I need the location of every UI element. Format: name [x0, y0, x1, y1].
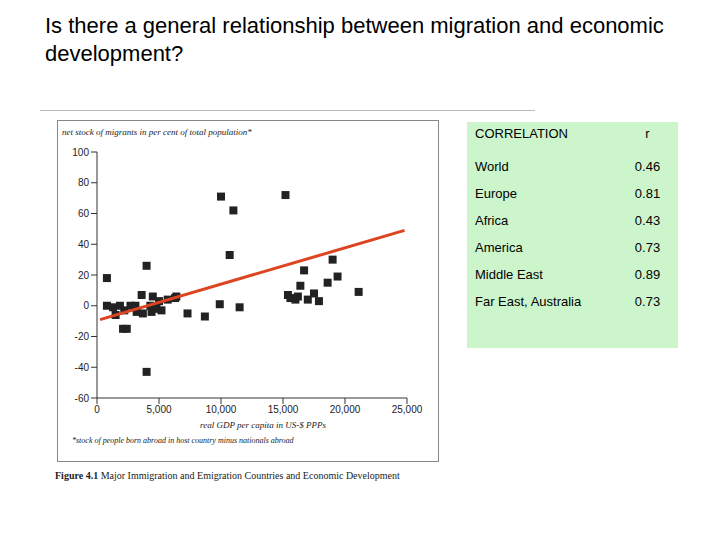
html-text:Europe: Europe — [475, 186, 517, 201]
svg-text:5,000: 5,000 — [146, 404, 171, 415]
svg-text:-40: -40 — [75, 362, 90, 373]
html-text:Middle East: Middle East — [475, 267, 543, 282]
html-text:0.89: 0.89 — [634, 267, 661, 282]
html-text:0.46: 0.46 — [634, 159, 661, 174]
svg-text:0: 0 — [83, 300, 89, 311]
html-text:net stock of migrants in per c: net stock of migrants in per cent of tot… — [62, 127, 252, 137]
svg-text:100: 100 — [72, 147, 89, 158]
html-text:0.43: 0.43 — [634, 213, 661, 228]
html-text:0.81: 0.81 — [634, 186, 661, 201]
svg-text:25,000: 25,000 — [392, 404, 423, 415]
svg-text:20,000: 20,000 — [330, 404, 361, 415]
html-text:CORRELATION: CORRELATION — [475, 126, 568, 141]
svg-text:-60: -60 — [75, 393, 90, 404]
html-text:r: r — [645, 126, 650, 141]
svg-text:0: 0 — [94, 404, 100, 415]
html-text:Is there a general relationshi: Is there a general relationship between … — [45, 13, 664, 66]
html-text:Africa: Africa — [475, 213, 509, 228]
html-text:0.73: 0.73 — [634, 294, 661, 309]
svg-text:80: 80 — [78, 177, 90, 188]
svg-text:10,000: 10,000 — [206, 404, 237, 415]
html-text:Far East, Australia: Far East, Australia — [475, 294, 582, 309]
svg-text:-20: -20 — [75, 331, 90, 342]
svg-text:15,000: 15,000 — [268, 404, 299, 415]
svg-text:60: 60 — [78, 208, 90, 219]
html-text:World: World — [475, 159, 509, 174]
html-text:0.73: 0.73 — [634, 240, 661, 255]
svg-text:20: 20 — [78, 270, 90, 281]
svg-text:40: 40 — [78, 239, 90, 250]
html-text:America: America — [475, 240, 523, 255]
html-text:real GDP per capita in US-$ PP: real GDP per capita in US-$ PPPs — [200, 420, 326, 430]
html-text:Figure 4.1 Major Immigration a: Figure 4.1 Major Immigration and Emigrat… — [55, 470, 400, 481]
html-text:*stock of people born abroad i: *stock of people born abroad in host cou… — [72, 436, 294, 445]
